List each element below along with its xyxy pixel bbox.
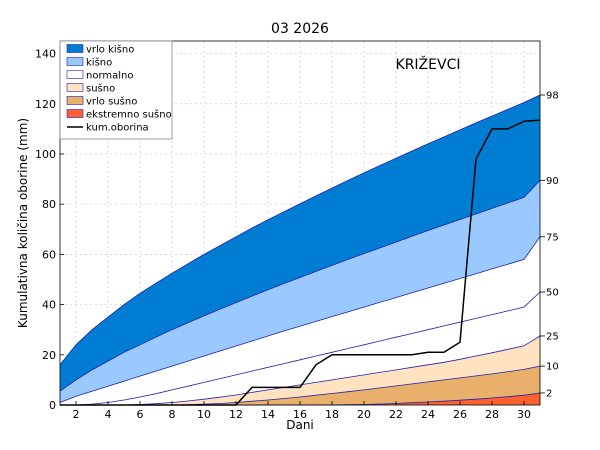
band-vrlo-kisno [60,95,540,392]
band-kisno [60,180,540,403]
percentile-label-p50: 50 [546,288,559,299]
percentile-label-p2: 2 [546,388,552,399]
legend-label: kum.oborina [86,123,149,134]
x-tick-label: 6 [137,408,144,421]
percentile-line-p50 [60,291,541,406]
x-tick-label: 2 [73,408,80,421]
legend-swatch [66,70,84,79]
y-tick-label: 140 [35,48,56,61]
legend-label: sušno [86,83,115,95]
y-axis-title: Kumulativna količina oborine (mm) [16,118,30,328]
y-tick-label: 40 [42,299,56,312]
x-tick-label: 14 [261,408,275,421]
legend-label: kišno [86,57,112,69]
percentile-label-p98: 98 [546,90,559,101]
percentile-line-p90 [59,180,541,392]
x-tick-label: 8 [169,408,176,421]
x-tick-label: 24 [421,408,435,421]
x-tick-label: 18 [325,408,339,421]
percentile-label-p25: 25 [546,331,559,342]
y-tick-label: 100 [35,148,56,161]
band-normalno [60,236,540,405]
x-tick-label: 30 [517,408,531,421]
band-vrlo-susno [60,366,540,405]
x-axis-title: Dani [286,418,314,432]
legend-swatch [66,96,84,105]
legend-swatch [66,83,84,92]
legend-swatch [66,44,84,53]
x-tick-label: 28 [485,408,499,421]
x-tick-label: 4 [105,408,112,421]
y-tick-label: 20 [42,349,56,362]
legend-swatch [66,109,84,118]
x-tick-label: 10 [197,408,211,421]
y-tick-label: 120 [35,98,56,111]
x-axis-ticks: 2 4 6 8 10 12 14 16 18 20 22 24 26 28 30 [73,401,531,421]
legend-swatch [66,57,84,66]
percentile-label-p10: 10 [546,362,559,373]
legend-label: ekstremno sušno [86,109,172,121]
y-tick-label: 60 [42,248,56,261]
y-tick-label: 80 [42,198,56,211]
percentile-labels: 98 90 75 50 25 10 2 [540,90,559,399]
percentile-line-p75 [59,236,541,403]
percentile-line-p98 [59,94,541,366]
chart-title: 03 2026 [271,21,329,37]
y-tick-label: 0 [49,399,56,412]
legend-label: normalno [86,71,134,82]
x-tick-label: 12 [229,408,243,421]
x-tick-label: 22 [389,408,403,421]
legend-label: vrlo sušno [86,96,137,108]
y-axis-ticks: 0 20 40 60 80 100 120 140 [35,48,64,412]
band-susno [60,336,540,405]
percentile-label-p90: 90 [546,176,559,187]
legend-label: vrlo kišno [86,44,134,56]
x-tick-label: 20 [357,408,371,421]
percentile-label-p75: 75 [546,232,559,243]
x-tick-label: 16 [293,408,307,421]
x-tick-label: 26 [453,408,467,421]
station-name: KRIŽEVCI [396,55,461,73]
